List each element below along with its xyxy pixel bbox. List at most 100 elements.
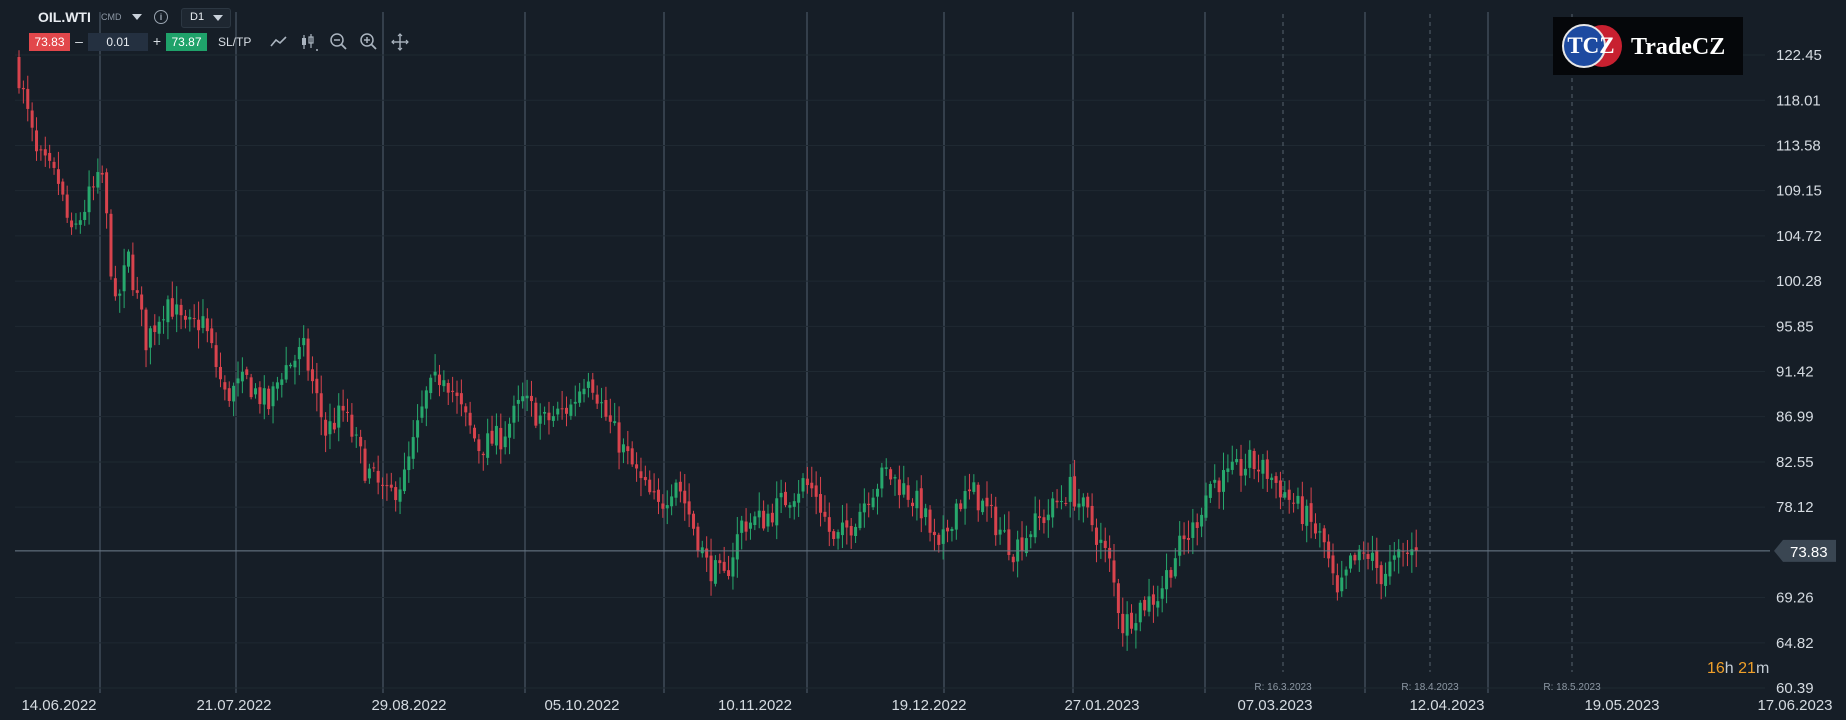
candle-body (1322, 528, 1326, 543)
candle-body (429, 377, 433, 394)
candle-body (245, 369, 249, 375)
candle-body (100, 172, 104, 175)
symbol-type: CMD (101, 12, 122, 22)
crosshair-icon[interactable] (389, 31, 411, 53)
candle-body (630, 448, 634, 465)
candle-body (324, 419, 328, 436)
candle-body (367, 468, 371, 479)
date-tick-label: 12.04.2023 (1409, 697, 1484, 714)
sltp-button[interactable]: SL/TP (218, 35, 252, 49)
candle-body (1335, 575, 1339, 593)
candle-body (1292, 502, 1296, 504)
zoom-out-icon[interactable] (328, 31, 350, 53)
buy-button[interactable]: 73.87 (166, 33, 207, 51)
candle-body (827, 517, 831, 532)
candle-body (578, 391, 582, 403)
candle-body (1340, 577, 1344, 592)
candle-body (468, 412, 472, 426)
candle-body (621, 444, 625, 453)
price-tick-label: 109.15 (1776, 183, 1822, 200)
candle-body (83, 211, 87, 220)
candle-body (1020, 537, 1024, 552)
candle-body (1186, 537, 1190, 540)
candle-body (1230, 461, 1234, 470)
candle-body (617, 422, 621, 453)
candle-body (337, 405, 341, 428)
volume-input[interactable]: 0.01 (88, 33, 148, 51)
candle-body (718, 560, 722, 564)
candle-body (1094, 527, 1098, 545)
candle-body (420, 406, 424, 418)
candle-body (65, 194, 69, 218)
candle-body (775, 498, 779, 526)
candle-body (705, 548, 709, 558)
candles-icon[interactable] (298, 31, 320, 53)
candle-body (1059, 500, 1063, 502)
zoom-in-icon[interactable] (358, 31, 380, 53)
candle-body (516, 399, 520, 404)
candle-body (840, 522, 844, 536)
candle-body (858, 511, 862, 529)
candle-body (1029, 534, 1033, 538)
candle-body (1090, 505, 1094, 526)
candle-body (652, 491, 656, 493)
date-tick-label: 05.10.2022 (544, 697, 619, 714)
candle-body (293, 360, 297, 368)
candle-body (635, 464, 639, 469)
symbol-name[interactable]: OIL.WTI (38, 9, 91, 25)
candle-countdown: 16h 21m (1707, 660, 1770, 677)
sell-button[interactable]: 73.83 (29, 33, 70, 51)
candle-body (1366, 554, 1370, 559)
price-tick-label: 64.82 (1776, 635, 1814, 652)
candle-body (70, 220, 74, 228)
candle-body (709, 555, 713, 582)
candle-body (437, 374, 441, 386)
candle-body (52, 161, 56, 168)
candle-body (275, 382, 279, 389)
candle-body (1007, 529, 1011, 555)
candle-body (1283, 492, 1287, 498)
timeframe-select[interactable]: D1 (181, 8, 231, 28)
info-icon[interactable]: i (154, 10, 168, 24)
candle-body (1410, 549, 1414, 556)
candle-body (1033, 513, 1037, 538)
price-tick-label: 104.72 (1776, 228, 1822, 245)
candle-body (21, 87, 25, 90)
candle-body (328, 421, 332, 435)
current-price-label: 73.83 (1790, 544, 1828, 561)
candle-body (893, 477, 897, 479)
candle-body (346, 411, 349, 413)
candle-body (862, 503, 866, 513)
candle-body (389, 484, 393, 488)
date-tick-label: 14.06.2022 (21, 697, 96, 714)
volume-increase-button[interactable]: + (152, 33, 162, 49)
date-tick-label: 07.03.2023 (1237, 697, 1312, 714)
candle-body (205, 318, 209, 332)
candle-body (407, 456, 411, 471)
candle-body (481, 453, 485, 456)
candle-body (179, 304, 183, 316)
candle-body (372, 467, 376, 469)
candle-body (310, 369, 314, 382)
candle-body (608, 415, 612, 422)
candle-body (473, 427, 477, 439)
price-axis[interactable]: 122.45 118.01 113.58 109.15 104.72 100.28 95.8… (1776, 47, 1822, 697)
candle-body (582, 388, 586, 395)
candle-body (735, 534, 739, 560)
time-axis[interactable]: 14.06.2022 21.07.2022 29.08.2022 05.10.2022… (21, 697, 1832, 714)
volume-decrease-button[interactable]: – (75, 33, 83, 49)
symbol-dropdown-icon[interactable] (132, 14, 142, 20)
candle-body (223, 382, 227, 390)
candle-body (197, 319, 201, 331)
candle-body (678, 481, 682, 492)
price-tick-label: 91.42 (1776, 364, 1814, 381)
candle-body (144, 309, 148, 351)
candle-body (1278, 480, 1282, 498)
candle-body (1384, 573, 1388, 586)
candle-body (1108, 547, 1112, 559)
candle-body (985, 497, 989, 507)
candle-body (573, 401, 577, 404)
candle-body (950, 528, 954, 532)
line-chart-icon[interactable] (268, 31, 290, 53)
